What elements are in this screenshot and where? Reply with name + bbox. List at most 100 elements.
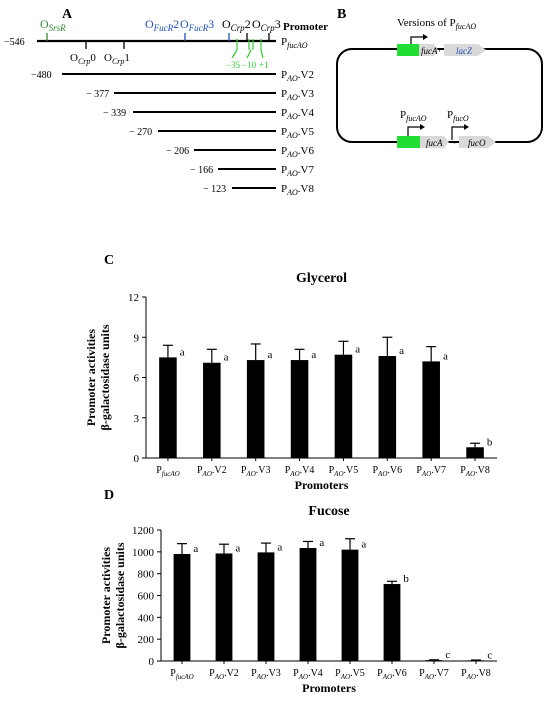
panel-a-label: A (62, 7, 73, 22)
x-tick-label: PAO.V3 (241, 465, 271, 478)
versions-label: Versions of PfucAO (397, 17, 476, 31)
variant-label: PAO.V5 (281, 126, 314, 140)
variant-label: PAO.V8 (281, 183, 314, 197)
x-tick-label: PAO.V6 (377, 668, 407, 681)
p-fucao-label: PfucAO (400, 109, 427, 123)
variant-start: − 339 (103, 108, 126, 119)
significance-letter: b (403, 573, 409, 585)
fuca-arrow-top (419, 44, 438, 56)
full-promoter-label: PfucAO (281, 36, 308, 50)
panel-b-label: B (337, 7, 346, 22)
site-srsr: OSrsR (40, 17, 66, 33)
y-tick-label: 1200 (132, 525, 155, 537)
y-tick-label: 800 (138, 569, 155, 581)
bar (203, 362, 221, 458)
promoter-box-top (397, 44, 419, 56)
bar (467, 660, 485, 662)
significance-letter: c (445, 649, 450, 661)
x-axis-label: Promoters (302, 681, 356, 695)
promoter-arrowhead-bottom1 (420, 124, 425, 130)
y-axis-label: Promoter activitiesβ-galactosidase units (84, 324, 112, 430)
variant-start: −480 (31, 70, 52, 81)
fusion-dot-top: · (438, 46, 441, 56)
chart-glycerol: C Glycerol Promoter activitiesβ-galactosi… (84, 253, 497, 492)
panel-d-label: D (104, 488, 114, 503)
p-fuco-label: PfucO (447, 109, 469, 123)
x-tick-label: PAO.V4 (285, 465, 315, 478)
site-crp2: OCrp2 (222, 17, 251, 33)
fuco-arrow (459, 136, 496, 148)
gene-fuco: fucO (468, 138, 486, 148)
fuca-arrow-bottom (420, 136, 449, 148)
x-tick-label: PAO.V5 (329, 465, 359, 478)
x-tick-label: PAO.V6 (372, 465, 402, 478)
gene-fuca-top: fucA (421, 46, 438, 56)
significance-letter: a (267, 349, 272, 361)
y-tick-label: 1000 (132, 547, 155, 559)
bar (383, 584, 401, 661)
chart-title: Glycerol (296, 271, 347, 286)
y-tick-label: 400 (138, 612, 155, 624)
element-10: −10 (242, 60, 257, 70)
x-tick-label: PAO.V8 (460, 465, 490, 478)
significance-letter: a (224, 352, 229, 364)
y-tick-label: 6 (134, 373, 140, 385)
x-tick-label: PAO.V4 (293, 668, 323, 681)
x-tick-label: PAO.V2 (197, 465, 227, 478)
site-fucr2: OFucR2 (145, 17, 179, 33)
variant-label: PAO.V2 (281, 69, 314, 83)
site-crp1: OCrp1 (104, 52, 130, 66)
significance-letter: a (193, 543, 198, 555)
promoter-box-bottom (397, 136, 420, 148)
promoter-arrow-bottom2 (451, 126, 464, 140)
significance-letter: a (443, 350, 448, 362)
x-axis-label: Promoters (295, 478, 349, 492)
full-promoter-start: −546 (4, 37, 25, 48)
y-tick-label: 200 (138, 634, 155, 646)
bar (215, 553, 233, 661)
significance-letter: a (361, 539, 366, 551)
panel-b: B Versions of PfucAO fucA · lacZ PfucAO … (336, 7, 543, 148)
y-tick-label: 12 (128, 292, 139, 304)
significance-letter: a (355, 344, 360, 356)
x-tick-label: PAO.V3 (251, 668, 281, 681)
chart-title: Fucose (308, 504, 349, 519)
variant-start: − 377 (86, 89, 109, 100)
y-tick-label: 0 (134, 453, 140, 465)
variant-start: − 166 (190, 165, 213, 176)
significance-letter: c (487, 649, 492, 661)
promoter-arrow-bottom1 (407, 126, 420, 140)
chart-fucose: D Fucose Promoter activitiesβ-galactosida… (99, 488, 497, 695)
element-plus1: +1 (259, 60, 269, 70)
significance-letter: a (235, 542, 240, 554)
variant-label: PAO.V7 (281, 164, 314, 178)
element-35: −35 (226, 60, 241, 70)
x-tick-label: PAO.V7 (419, 668, 449, 681)
significance-letter: a (319, 537, 324, 549)
promoter-arrowhead-bottom2 (464, 124, 469, 130)
y-tick-label: 9 (134, 332, 140, 344)
significance-letter: b (487, 436, 493, 448)
y-tick-label: 0 (149, 656, 155, 668)
plasmid-outline (336, 48, 543, 143)
y-tick-label: 600 (138, 591, 155, 603)
bar (422, 361, 440, 458)
gene-lacz: lacZ (456, 46, 473, 56)
y-axis-label: Promoter activitiesβ-galactosidase units (99, 542, 127, 648)
bar (246, 360, 265, 458)
variant-label: PAO.V3 (281, 88, 314, 102)
y-tick-label: 3 (134, 413, 140, 425)
significance-letter: a (311, 349, 316, 361)
variant-start: − 206 (166, 146, 189, 157)
significance-letter: a (180, 346, 185, 358)
bar (334, 354, 353, 458)
variant-start: − 123 (203, 184, 226, 195)
bar (299, 548, 317, 661)
x-tick-label: PAO.V2 (209, 668, 239, 681)
bar (159, 357, 177, 458)
x-tick-label: PfucAO (170, 668, 193, 681)
bar (425, 660, 443, 661)
x-tick-label: PfucAO (156, 465, 179, 478)
x-tick-label: PAO.V8 (461, 668, 491, 681)
